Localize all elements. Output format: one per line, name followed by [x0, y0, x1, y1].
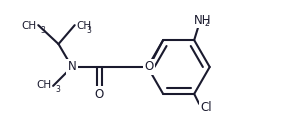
Text: CH: CH	[36, 80, 51, 90]
Text: 3: 3	[41, 26, 46, 35]
Text: CH: CH	[77, 21, 92, 31]
Text: CH: CH	[21, 21, 36, 31]
Text: 2: 2	[204, 19, 209, 28]
Text: 3: 3	[86, 26, 91, 35]
Text: O: O	[94, 88, 104, 101]
Text: Cl: Cl	[200, 101, 212, 114]
Text: NH: NH	[193, 14, 211, 27]
Text: 3: 3	[56, 85, 61, 94]
Text: N: N	[68, 61, 76, 73]
Text: O: O	[144, 61, 154, 73]
